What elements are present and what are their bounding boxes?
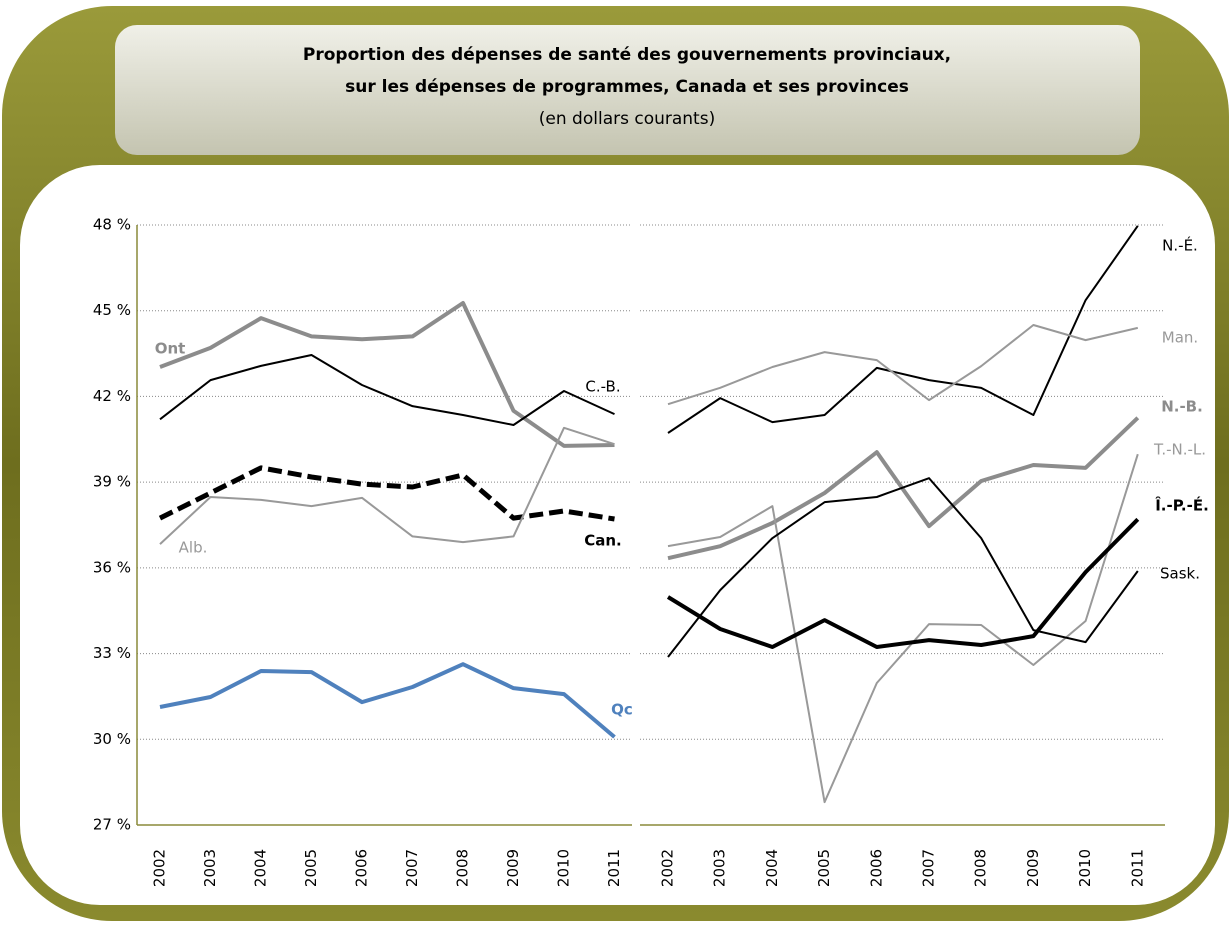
series-line: [667, 324, 1139, 406]
x-tick-label: 2009: [1024, 849, 1042, 887]
y-tick-label: 39 %: [93, 473, 131, 491]
series-label: Man.: [1162, 329, 1198, 347]
y-tick-label: 30 %: [93, 730, 131, 748]
series-line: [667, 225, 1139, 434]
series-line: [159, 662, 616, 739]
x-tick-label: 2003: [201, 849, 219, 887]
x-tick-label: 2008: [454, 849, 472, 887]
series-line: [667, 453, 1139, 804]
x-tick-label: 2007: [920, 849, 938, 887]
x-tick-label: 2010: [1076, 849, 1094, 887]
series-line: [159, 354, 615, 426]
chart-subtitle: (en dollars courants): [539, 109, 715, 129]
y-tick-label: 33 %: [93, 644, 131, 662]
series-line: [159, 301, 615, 448]
series-label: N.-B.: [1161, 398, 1203, 416]
x-tick-label: 2008: [972, 849, 990, 887]
series-line: [159, 426, 615, 545]
x-tick-label: 2011: [1128, 849, 1146, 887]
series-label: Sask.: [1160, 565, 1200, 583]
series-line: [667, 477, 1139, 658]
series-line: [667, 416, 1140, 561]
plot-panel: [20, 165, 1215, 905]
x-tick-label: 2006: [867, 849, 885, 887]
x-tick-label: 2009: [504, 849, 522, 887]
chart-title: Proportion des dépenses de santé des gou…: [303, 45, 951, 65]
y-tick-label: 45 %: [93, 301, 131, 319]
x-tick-label: 2007: [403, 849, 421, 887]
series-label: Ont: [155, 340, 186, 358]
series-label: C.-B.: [585, 378, 620, 396]
x-tick-label: 2011: [605, 849, 623, 887]
series-label: Qc: [611, 701, 633, 719]
x-tick-label: 2002: [659, 849, 677, 887]
x-tick-label: 2010: [555, 849, 573, 887]
x-tick-label: 2006: [353, 849, 371, 887]
series-label: N.-É.: [1162, 236, 1198, 255]
x-tick-label: 2005: [815, 849, 833, 887]
y-tick-label: 42 %: [93, 387, 131, 405]
x-tick-label: 2003: [711, 849, 729, 887]
title-box: [115, 25, 1140, 155]
chart-title: sur les dépenses de programmes, Canada e…: [345, 77, 909, 97]
series-label: Alb.: [179, 539, 208, 557]
y-tick-label: 36 %: [93, 558, 131, 576]
series-label: Î.-P.-É.: [1155, 496, 1209, 515]
series-line: [158, 465, 615, 522]
y-tick-label: 48 %: [93, 216, 131, 234]
series-label: T.-N.-L.: [1153, 441, 1206, 459]
series-label: Can.: [584, 532, 622, 550]
x-tick-label: 2002: [151, 849, 169, 887]
series-line: [666, 517, 1140, 649]
x-tick-label: 2004: [763, 849, 781, 887]
y-tick-label: 27 %: [93, 816, 131, 834]
x-tick-label: 2005: [302, 849, 320, 887]
x-tick-label: 2004: [252, 849, 270, 887]
